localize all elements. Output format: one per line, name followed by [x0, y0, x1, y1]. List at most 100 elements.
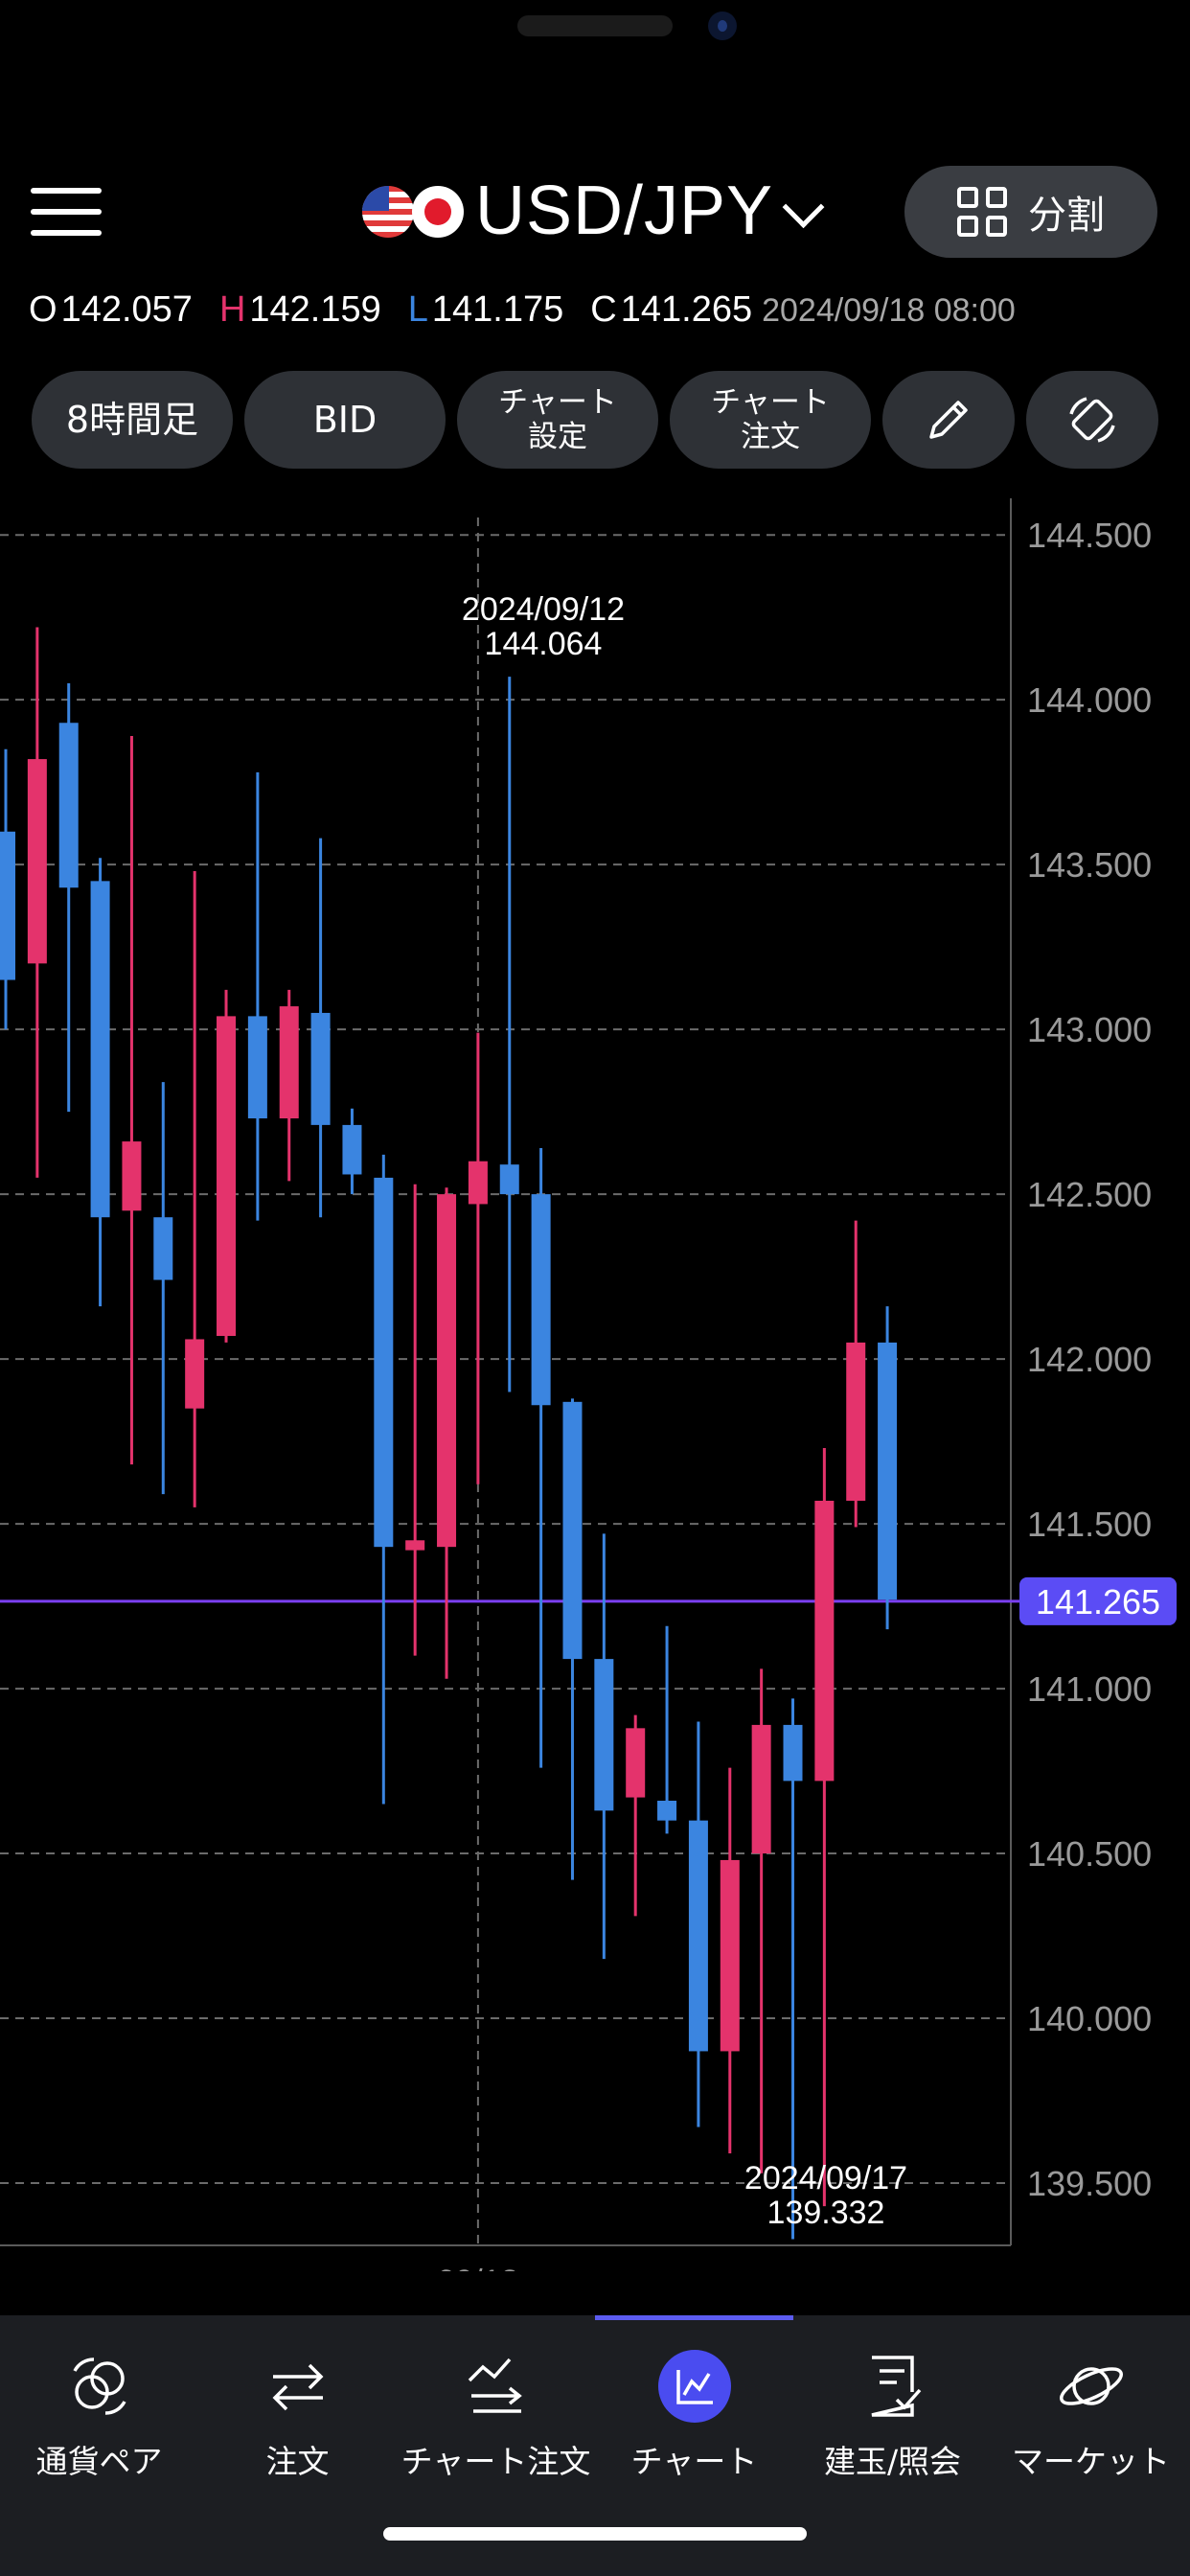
- candle-body: [846, 1342, 866, 1502]
- japan-flag-icon: [412, 186, 464, 238]
- candle-body: [531, 1194, 551, 1406]
- active-tab-indicator: [595, 2315, 793, 2320]
- candle-body: [279, 1006, 299, 1119]
- close-value: 141.265: [620, 289, 753, 330]
- y-tick-label: 142.000: [1027, 1340, 1152, 1379]
- currency-pair-selector[interactable]: USD/JPY: [362, 163, 825, 259]
- candle-body: [217, 1016, 237, 1337]
- candle-body: [626, 1728, 646, 1798]
- candle-body: [153, 1217, 173, 1280]
- chart-order-label-line1: チャート: [711, 385, 830, 420]
- nav-item-currency-pair[interactable]: 通貨ペア: [0, 2336, 198, 2480]
- high-value: 142.159: [249, 289, 381, 330]
- nav-label: 通貨ペア: [35, 2443, 163, 2480]
- nav-label: 注文: [265, 2443, 330, 2480]
- candle-body: [405, 1540, 425, 1551]
- us-flag-icon: [362, 186, 414, 238]
- rotate-icon: [1069, 397, 1115, 443]
- home-indicator: [383, 2527, 807, 2541]
- candle-body: [374, 1177, 394, 1548]
- close-label: C: [590, 289, 617, 330]
- y-tick-label: 141.500: [1027, 1505, 1152, 1544]
- nav-item-chart[interactable]: チャート: [595, 2336, 793, 2480]
- candle-body: [310, 1012, 331, 1125]
- grid-icon: [957, 187, 1007, 237]
- candle-body: [90, 881, 110, 1218]
- market-planet-icon: [1055, 2350, 1128, 2423]
- chevron-down-icon: [782, 185, 825, 228]
- split-label: 分割: [1028, 194, 1105, 238]
- ohlc-datetime: 2024/09/18 08:00: [762, 292, 1016, 329]
- candle-body: [751, 1724, 771, 1854]
- nav-item-positions[interactable]: 建玉/照会: [793, 2336, 992, 2480]
- high-annotation-date: 2024/09/12: [462, 591, 625, 628]
- bid-ask-button[interactable]: BID: [244, 371, 446, 469]
- candle-body: [468, 1161, 488, 1205]
- y-tick-label: 143.500: [1027, 845, 1152, 885]
- order-arrows-icon: [262, 2350, 334, 2423]
- candle-body: [594, 1659, 614, 1811]
- pencil-icon: [929, 401, 968, 439]
- candle-body: [122, 1141, 142, 1211]
- candle-body: [0, 831, 15, 980]
- chart-order-button[interactable]: チャート 注文: [670, 371, 871, 469]
- candle-body: [878, 1342, 898, 1600]
- current-price-label: 141.265: [1036, 1582, 1160, 1622]
- high-label: H: [218, 289, 246, 330]
- chart-toolbar: 8時間足 BID チャート 設定 チャート 注文: [0, 371, 1190, 469]
- ohlc-row: O 142.057 H 142.159 L 141.175 C 141.265 2024/09/…: [29, 289, 1016, 331]
- nav-label: チャート注文: [400, 2443, 591, 2480]
- front-camera: [708, 12, 737, 40]
- bid-label: BID: [312, 399, 378, 441]
- open-label: O: [29, 289, 57, 330]
- timeframe-button[interactable]: 8時間足: [32, 371, 233, 469]
- nav-item-order[interactable]: 注文: [198, 2336, 397, 2480]
- nav-item-market[interactable]: マーケット: [992, 2336, 1190, 2480]
- candle-body: [247, 1016, 267, 1119]
- high-annotation-value: 144.064: [485, 626, 603, 662]
- chart-line-icon: [657, 2350, 731, 2423]
- low-annotation-value: 139.332: [767, 2195, 885, 2231]
- x-tick-label: 09/12: [437, 2264, 518, 2271]
- rotate-screen-button[interactable]: [1026, 371, 1158, 469]
- draw-tool-button[interactable]: [882, 371, 1015, 469]
- candle-body: [342, 1124, 362, 1175]
- low-label: L: [407, 289, 428, 330]
- low-annotation-date: 2024/09/17: [744, 2160, 907, 2196]
- chart-order-icon: [460, 2350, 533, 2423]
- y-tick-label: 143.000: [1027, 1010, 1152, 1049]
- y-tick-label: 144.500: [1027, 516, 1152, 555]
- nav-label: マーケット: [1012, 2443, 1170, 2480]
- y-tick-label: 142.500: [1027, 1175, 1152, 1214]
- chart-settings-button[interactable]: チャート 設定: [457, 371, 658, 469]
- chart-settings-label-line1: チャート: [498, 385, 617, 420]
- current-price-badge: [1019, 1576, 1177, 1625]
- candle-body: [185, 1339, 205, 1409]
- hamburger-menu-icon[interactable]: [31, 188, 102, 238]
- pair-flags: [362, 182, 464, 240]
- candle-body: [688, 1820, 708, 2052]
- pair-name: USD/JPY: [475, 172, 774, 249]
- low-value: 141.175: [431, 289, 564, 330]
- notch-speaker: [517, 15, 673, 36]
- candle-body: [499, 1164, 519, 1195]
- candle-body: [657, 1801, 677, 1821]
- candle-body: [814, 1501, 835, 1782]
- candle-body: [27, 759, 47, 964]
- y-tick-label: 139.500: [1027, 2164, 1152, 2203]
- y-tick-label: 144.000: [1027, 680, 1152, 720]
- header-bar: USD/JPY 分割: [0, 163, 1190, 259]
- candlestick-chart[interactable]: 144.500 144.000 143.500 143.000 142.500 142.0…: [0, 498, 1190, 2271]
- chart-order-label-line2: 注文: [740, 420, 800, 454]
- y-tick-label: 140.500: [1027, 1834, 1152, 1874]
- split-view-button[interactable]: 分割: [904, 166, 1157, 258]
- candle-body: [720, 1859, 740, 2052]
- nav-label: 建玉/照会: [823, 2443, 962, 2480]
- nav-item-chart-order[interactable]: チャート注文: [397, 2336, 595, 2480]
- timeframe-label: 8時間足: [65, 399, 199, 441]
- candle-body: [58, 723, 79, 888]
- candle-body: [437, 1194, 457, 1548]
- currency-pair-icon: [63, 2350, 136, 2423]
- open-value: 142.057: [60, 289, 193, 330]
- candle-body: [783, 1724, 803, 1782]
